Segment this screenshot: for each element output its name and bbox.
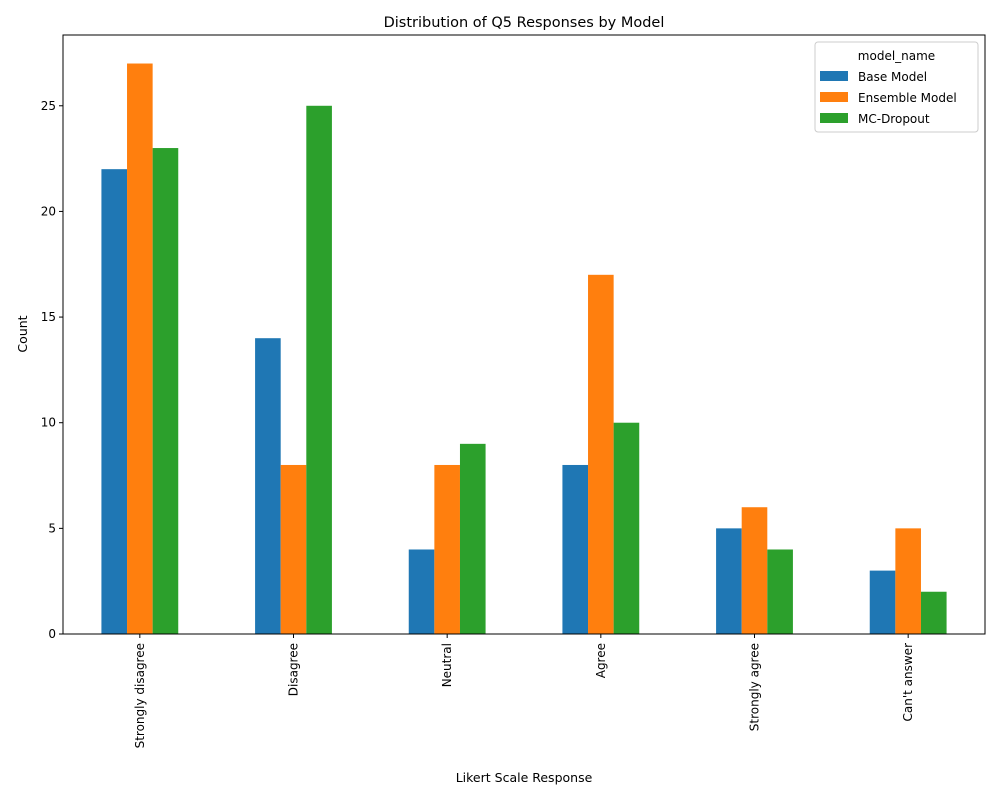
- x-tick-label: Neutral: [440, 643, 454, 687]
- legend-label: Ensemble Model: [858, 91, 957, 105]
- legend-swatch: [820, 92, 848, 102]
- y-tick-label: 5: [48, 521, 56, 535]
- y-axis-label: Count: [15, 315, 30, 352]
- legend-label: MC-Dropout: [858, 112, 930, 126]
- legend-swatch: [820, 113, 848, 123]
- x-tick-label: Strongly disagree: [133, 643, 147, 748]
- chart-title: Distribution of Q5 Responses by Model: [384, 15, 665, 31]
- bar: [920, 591, 947, 634]
- y-tick-label: 10: [41, 416, 56, 430]
- bar: [613, 422, 640, 634]
- plot-area: 0 5 10 15 20 25 Strongly disagree Disagree Neutr…: [41, 34, 986, 748]
- bar: [152, 148, 179, 635]
- bar: [562, 464, 589, 634]
- x-tick-label: Can't answer: [901, 643, 915, 722]
- bar: [767, 549, 793, 634]
- legend: model_name Base Model Ensemble Model MC-Dro…: [814, 41, 979, 133]
- bar: [869, 570, 896, 634]
- x-tick-label: Strongly agree: [748, 643, 762, 731]
- y-tick-label: 25: [41, 99, 56, 113]
- bar: [255, 338, 281, 634]
- bar: [101, 169, 128, 635]
- legend-label: Base Model: [858, 70, 927, 84]
- bar: [280, 464, 307, 634]
- x-axis-label: Likert Scale Response: [456, 770, 593, 785]
- legend-title: model_name: [858, 49, 935, 63]
- bar: [588, 274, 614, 634]
- bar: [459, 443, 486, 634]
- plot-frame: [62, 34, 986, 635]
- bar: [895, 528, 921, 634]
- bar: [716, 528, 742, 634]
- bar: [127, 63, 153, 634]
- bar: [741, 507, 768, 634]
- y-tick-label: 0: [48, 627, 56, 641]
- bar: [408, 549, 435, 634]
- bar: [306, 105, 332, 634]
- y-tick-label: 20: [41, 204, 56, 218]
- y-tick-label: 15: [41, 310, 56, 324]
- legend-swatch: [820, 71, 848, 81]
- legend-box: [814, 41, 979, 133]
- bar: [434, 464, 460, 634]
- x-tick-label: Disagree: [287, 643, 301, 696]
- x-tick-label: Agree: [594, 643, 608, 678]
